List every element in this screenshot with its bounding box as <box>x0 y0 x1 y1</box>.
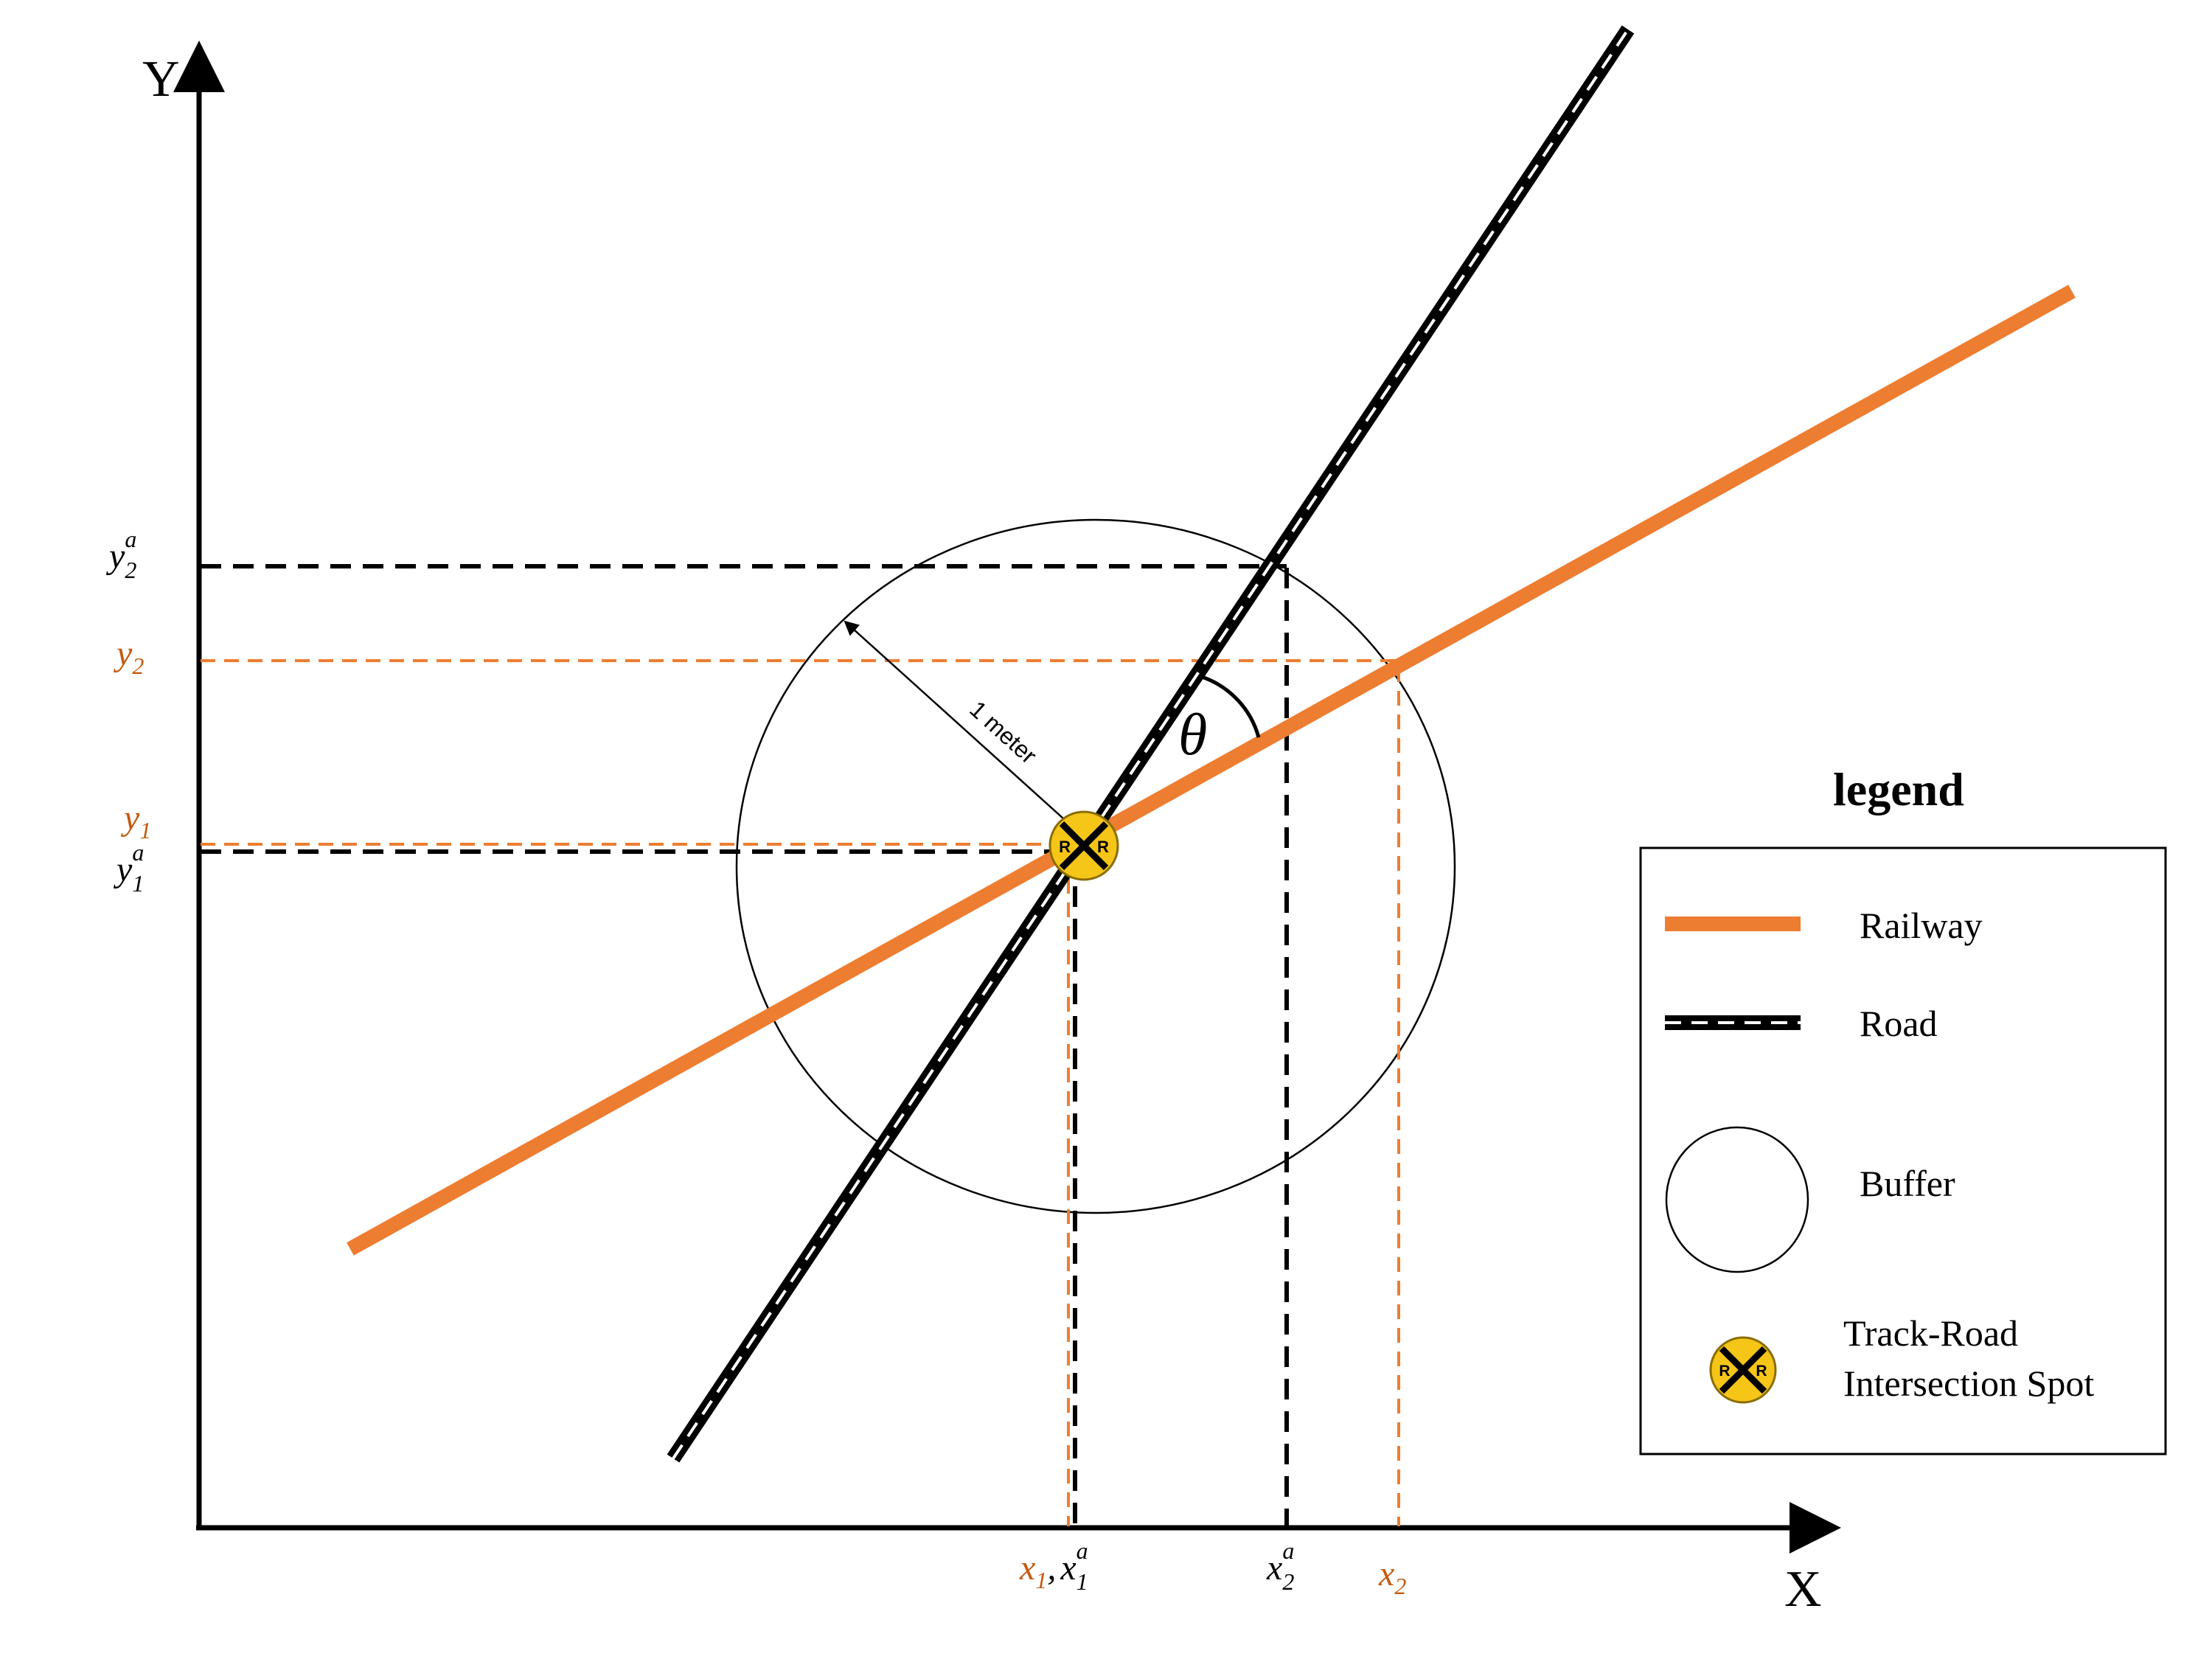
tick-x1-x1a: x1, x1a <box>1019 1537 1088 1595</box>
legend-railway-label: Railway <box>1860 905 1983 946</box>
tick-x2a: x2a <box>1266 1537 1294 1595</box>
buffer-circle <box>735 518 1456 1214</box>
legend-crossing-letter-right: R <box>1756 1363 1767 1380</box>
legend-buffer-swatch <box>1665 1126 1809 1273</box>
legend-crossing-swatch: R R <box>1709 1336 1777 1404</box>
tick-y1: y1 <box>120 799 151 844</box>
legend-box <box>1639 846 2167 1455</box>
crossing-letter-right: R <box>1097 838 1109 856</box>
legend-crossing-label-line1: Track-Road <box>1843 1312 2018 1354</box>
legend-road-label: Road <box>1860 1003 1938 1044</box>
legend-buffer-label: Buffer <box>1860 1163 1955 1204</box>
legend-crossing-letter-left: R <box>1719 1363 1730 1380</box>
radius-arrow <box>844 620 1064 819</box>
legend-title: legend <box>1833 763 1964 815</box>
railway-reference-lines <box>201 659 1400 1526</box>
x-axis-label: X <box>1784 1561 1822 1618</box>
road-reference-lines <box>201 564 1289 1526</box>
y-axis-label: Y <box>142 51 180 108</box>
tick-y1a: y1a <box>113 839 144 897</box>
x-tick-labels: x1, x1a x2a x2 <box>1019 1537 1406 1599</box>
crossing-letter-left: R <box>1059 838 1071 856</box>
angle-theta-label: θ <box>1178 703 1207 768</box>
legend-crossing-label-line2: Intersection Spot <box>1843 1363 2094 1404</box>
radius-label: 1 meter <box>964 695 1042 769</box>
angle-arc <box>1201 675 1261 738</box>
railway-line <box>347 285 2076 1256</box>
tick-y2: y2 <box>113 634 144 679</box>
intersection-crossing-badge: R R <box>1048 810 1119 881</box>
y-tick-labels: y2a y2 y1 y1a <box>105 526 151 897</box>
tick-x2: x2 <box>1378 1554 1406 1599</box>
legend: legend Railway Road Buffer R R Track-Roa… <box>1639 763 2167 1455</box>
tick-y2a: y2a <box>105 526 136 583</box>
road-line <box>667 25 1635 1463</box>
